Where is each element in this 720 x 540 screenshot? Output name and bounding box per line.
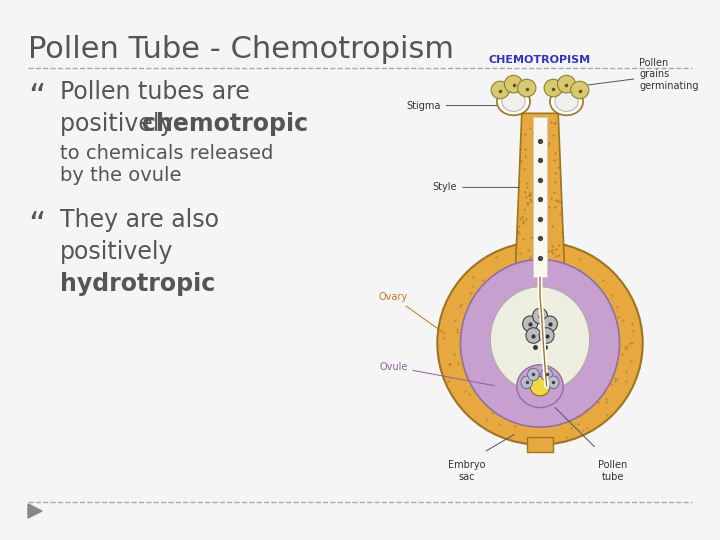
Text: positively: positively <box>60 240 174 264</box>
Text: positively: positively <box>60 112 181 136</box>
Ellipse shape <box>517 364 563 408</box>
Ellipse shape <box>490 287 590 392</box>
Ellipse shape <box>571 81 589 99</box>
Ellipse shape <box>555 92 578 111</box>
Ellipse shape <box>544 79 562 97</box>
Ellipse shape <box>541 368 552 381</box>
Ellipse shape <box>523 316 538 332</box>
Ellipse shape <box>550 88 583 116</box>
Text: Style: Style <box>433 183 519 192</box>
Ellipse shape <box>518 79 536 97</box>
Text: CHEMOTROPISM: CHEMOTROPISM <box>489 55 591 65</box>
Ellipse shape <box>547 376 559 388</box>
Text: chemotropic: chemotropic <box>142 112 308 136</box>
Text: Embryo
sac: Embryo sac <box>449 460 486 482</box>
Ellipse shape <box>502 92 525 111</box>
Text: Pollen Tube - Chemotropism: Pollen Tube - Chemotropism <box>28 35 454 64</box>
Ellipse shape <box>542 316 557 332</box>
Ellipse shape <box>497 88 530 116</box>
Text: They are also: They are also <box>60 208 219 232</box>
Text: Stigma: Stigma <box>406 100 514 111</box>
Text: Ovule: Ovule <box>379 362 494 386</box>
Ellipse shape <box>491 81 509 99</box>
Text: “: “ <box>28 82 45 115</box>
Text: by the ovule: by the ovule <box>60 166 181 185</box>
Polygon shape <box>527 437 553 453</box>
Text: “: “ <box>28 210 45 243</box>
Ellipse shape <box>521 376 533 388</box>
Ellipse shape <box>530 376 550 396</box>
Polygon shape <box>516 113 565 277</box>
Text: hydrotropic: hydrotropic <box>60 272 215 296</box>
Text: Pollen tubes are: Pollen tubes are <box>60 80 250 104</box>
Ellipse shape <box>505 76 523 93</box>
Ellipse shape <box>533 308 547 324</box>
Ellipse shape <box>437 242 643 444</box>
Polygon shape <box>28 504 42 518</box>
Text: Ovary: Ovary <box>379 292 445 334</box>
Ellipse shape <box>461 260 619 427</box>
Ellipse shape <box>528 368 539 381</box>
Ellipse shape <box>526 328 541 343</box>
Text: Pollen
grains
germinating: Pollen grains germinating <box>582 58 699 91</box>
Text: Pollen
tube: Pollen tube <box>598 460 628 482</box>
Ellipse shape <box>539 328 554 343</box>
Text: to chemicals released: to chemicals released <box>60 144 274 163</box>
Polygon shape <box>534 117 546 277</box>
Ellipse shape <box>557 76 575 93</box>
